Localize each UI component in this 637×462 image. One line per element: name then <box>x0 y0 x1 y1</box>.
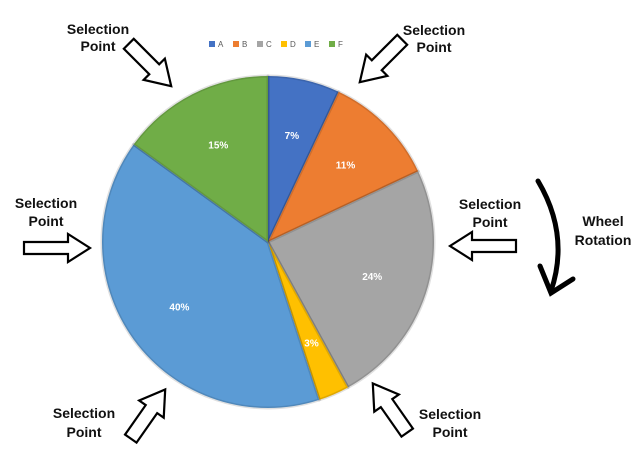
selection-point-label: Point <box>81 38 116 54</box>
selection-point-label: Selection <box>67 21 129 37</box>
legend-label: A <box>218 40 224 49</box>
pie-slice-b <box>266 90 420 244</box>
hollow-block-arrow-icon <box>371 381 415 439</box>
pie-slice-e <box>100 142 321 410</box>
hollow-block-arrow-icon <box>358 33 409 84</box>
legend-swatch <box>329 41 335 47</box>
legend-swatch <box>209 41 215 47</box>
rotation-arrow-head <box>537 263 576 297</box>
legend-label: F <box>338 40 343 49</box>
pie-chart: 7% 11% 24% 3% 40% 15% <box>100 74 436 410</box>
pie-data-label-b: 11% <box>336 161 356 172</box>
pie-slice-d <box>266 240 350 402</box>
selection-point-left: Selection Point <box>15 195 93 265</box>
legend-swatch <box>281 41 287 47</box>
pie-data-label-e: 40% <box>169 302 189 313</box>
legend-label: C <box>266 40 272 49</box>
legend-entry-b: B <box>233 40 247 49</box>
selection-point-label: Selection <box>403 22 465 38</box>
rotation-label: Wheel <box>582 213 623 229</box>
legend-entry-c: C <box>257 40 272 49</box>
hollow-block-arrow-icon <box>22 231 93 265</box>
hollow-block-arrow-icon <box>447 229 518 263</box>
legend-entry-f: F <box>329 40 343 49</box>
selection-point-label: Point <box>29 213 64 229</box>
selection-point-label: Point <box>417 39 452 55</box>
selection-point-bottom-left: Selection Point <box>53 387 167 445</box>
pie-data-label-f: 15% <box>208 140 228 151</box>
selection-point-label: Point <box>67 424 102 440</box>
legend-label: E <box>314 40 319 49</box>
selection-point-right: Selection Point <box>447 196 521 263</box>
pie-data-label-a: 7% <box>285 131 300 142</box>
legend-entry-a: A <box>209 40 224 49</box>
legend-swatch <box>257 41 263 47</box>
selection-point-label: Point <box>433 424 468 440</box>
rotation-label: Rotation <box>575 232 632 248</box>
selection-point-bottom-right: Selection Point <box>371 381 481 440</box>
legend-label: D <box>290 40 296 49</box>
selection-point-label: Selection <box>15 195 77 211</box>
pie-slice-a <box>266 74 341 244</box>
selection-point-label: Selection <box>459 196 521 212</box>
pie-slice-f <box>132 74 270 244</box>
selection-point-label: Selection <box>419 406 481 422</box>
selection-point-label: Selection <box>53 405 115 421</box>
pie-slice-c <box>266 169 436 389</box>
pie-data-label-c: 24% <box>362 272 382 283</box>
wheel-rotation-indicator: Wheel Rotation <box>535 178 632 297</box>
selection-point-top-right: Selection Point <box>358 22 465 84</box>
pie-data-label-d: 3% <box>304 339 319 350</box>
chart-legend: A B C D E F <box>209 40 343 49</box>
hollow-block-arrow-icon <box>122 37 173 88</box>
legend-entry-d: D <box>281 40 296 49</box>
legend-label: B <box>242 40 247 49</box>
hollow-block-arrow-icon <box>123 387 167 445</box>
selection-point-top-left: Selection Point <box>67 21 173 88</box>
legend-swatch <box>233 41 239 47</box>
legend-entry-e: E <box>305 40 319 49</box>
legend-swatch <box>305 41 311 47</box>
curved-rotation-arrow-icon <box>535 178 561 294</box>
selection-point-label: Point <box>473 214 508 230</box>
